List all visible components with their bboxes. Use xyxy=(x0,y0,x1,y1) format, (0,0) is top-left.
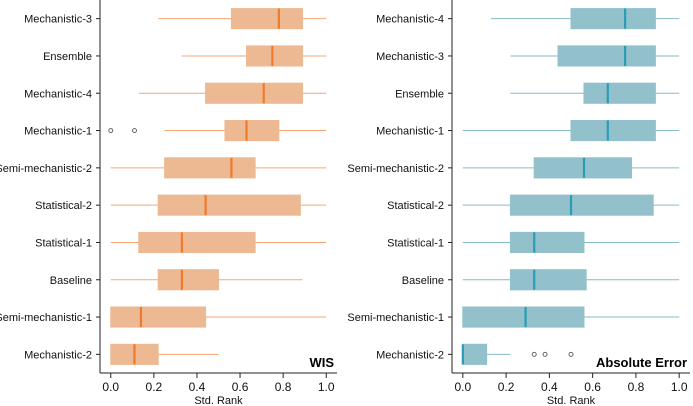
box-ensemble: Ensemble xyxy=(395,82,680,104)
box-mechanistic-2: Mechanistic-2 xyxy=(376,343,574,365)
outlier-point xyxy=(108,128,114,134)
category-label: Statistical-1 xyxy=(35,237,92,249)
box-iqr xyxy=(509,231,585,254)
box-iqr xyxy=(205,82,304,104)
x-tick-label: 1.0 xyxy=(318,380,335,394)
x-tick-label: 1.0 xyxy=(671,380,688,394)
x-axis-label: Std. Rank xyxy=(547,395,596,406)
box-iqr xyxy=(462,306,585,328)
outlier-point xyxy=(531,351,537,357)
box-mechanistic-4: Mechanistic-4 xyxy=(376,8,680,30)
box-semi-mechanistic-2: Semi-mechanistic-2 xyxy=(0,157,327,179)
category-label: Mechanistic-3 xyxy=(24,14,92,26)
box-iqr xyxy=(157,194,301,216)
absolute-error-panel: Mechanistic-4 Mechanistic-3 Ensemble Mechan… xyxy=(347,0,690,406)
category-label: Statistical-2 xyxy=(387,200,444,212)
box-statistical-1: Statistical-1 xyxy=(35,231,327,254)
box-iqr xyxy=(462,343,488,365)
outlier-point xyxy=(132,128,137,134)
category-label: Statistical-2 xyxy=(35,200,92,212)
category-label: Mechanistic-1 xyxy=(376,126,444,138)
box-semi-mechanistic-1: Semi-mechanistic-1 xyxy=(0,306,327,328)
wis-panel: Mechanistic-3 Ensemble Mechanistic-4 Mechan… xyxy=(0,0,337,406)
box-iqr xyxy=(570,8,656,30)
box-semi-mechanistic-2: Semi-mechanistic-2 xyxy=(347,157,680,179)
x-tick-label: 0.2 xyxy=(498,380,515,394)
category-label: Mechanistic-2 xyxy=(376,349,444,361)
x-tick-label: 0.8 xyxy=(628,380,645,394)
x-tick-label: 0.4 xyxy=(541,380,558,394)
box-iqr xyxy=(138,231,256,254)
x-tick-label: 0.2 xyxy=(146,380,163,394)
category-label: Mechanistic-1 xyxy=(24,126,92,138)
box-statistical-2: Statistical-2 xyxy=(387,194,680,216)
category-label: Mechanistic-4 xyxy=(376,14,444,26)
box-iqr xyxy=(509,269,587,291)
box-mechanistic-1: Mechanistic-1 xyxy=(24,119,327,142)
x-tick-label: 0.0 xyxy=(454,380,471,394)
box-mechanistic-1: Mechanistic-1 xyxy=(376,119,680,142)
box-statistical-1: Statistical-1 xyxy=(387,231,680,254)
box-ensemble: Ensemble xyxy=(43,45,327,67)
x-tick-label: 0.6 xyxy=(584,380,601,394)
category-label: Mechanistic-4 xyxy=(24,88,92,100)
category-label: Ensemble xyxy=(395,88,444,100)
panel-title: WIS xyxy=(309,355,334,370)
box-iqr xyxy=(224,119,280,142)
category-label: Semi-mechanistic-2 xyxy=(0,163,92,175)
x-tick-label: 0.4 xyxy=(189,380,206,394)
box-statistical-2: Statistical-2 xyxy=(35,194,327,216)
category-label: Baseline xyxy=(50,275,92,287)
box-iqr xyxy=(557,45,656,67)
x-tick-label: 0.8 xyxy=(275,380,292,394)
category-label: Baseline xyxy=(402,275,444,287)
x-axis-label: Std. Rank xyxy=(194,395,243,406)
box-baseline: Baseline xyxy=(402,269,680,291)
category-label: Ensemble xyxy=(43,51,92,63)
box-mechanistic-3: Mechanistic-3 xyxy=(24,8,327,30)
category-label: Semi-mechanistic-1 xyxy=(0,312,92,324)
category-label: Semi-mechanistic-1 xyxy=(347,312,444,324)
x-tick-label: 0.6 xyxy=(232,380,249,394)
box-iqr xyxy=(110,306,207,328)
category-label: Semi-mechanistic-2 xyxy=(347,163,444,175)
box-iqr xyxy=(157,269,220,291)
outlier-point xyxy=(568,351,574,357)
panel-title: Absolute Error xyxy=(596,355,687,370)
box-iqr xyxy=(246,45,304,67)
box-iqr xyxy=(164,157,256,179)
box-mechanistic-3: Mechanistic-3 xyxy=(376,45,680,67)
box-iqr xyxy=(570,119,656,142)
category-label: Statistical-1 xyxy=(387,237,444,249)
x-tick-label: 0.0 xyxy=(102,380,119,394)
box-iqr xyxy=(509,194,654,216)
category-label: Mechanistic-2 xyxy=(24,349,92,361)
box-iqr xyxy=(583,82,656,104)
box-baseline: Baseline xyxy=(50,269,303,291)
outlier-point xyxy=(542,351,548,357)
box-iqr xyxy=(230,8,304,30)
box-semi-mechanistic-1: Semi-mechanistic-1 xyxy=(347,306,680,328)
box-mechanistic-2: Mechanistic-2 xyxy=(24,343,219,365)
box-mechanistic-4: Mechanistic-4 xyxy=(24,82,327,104)
category-label: Mechanistic-3 xyxy=(376,51,444,63)
